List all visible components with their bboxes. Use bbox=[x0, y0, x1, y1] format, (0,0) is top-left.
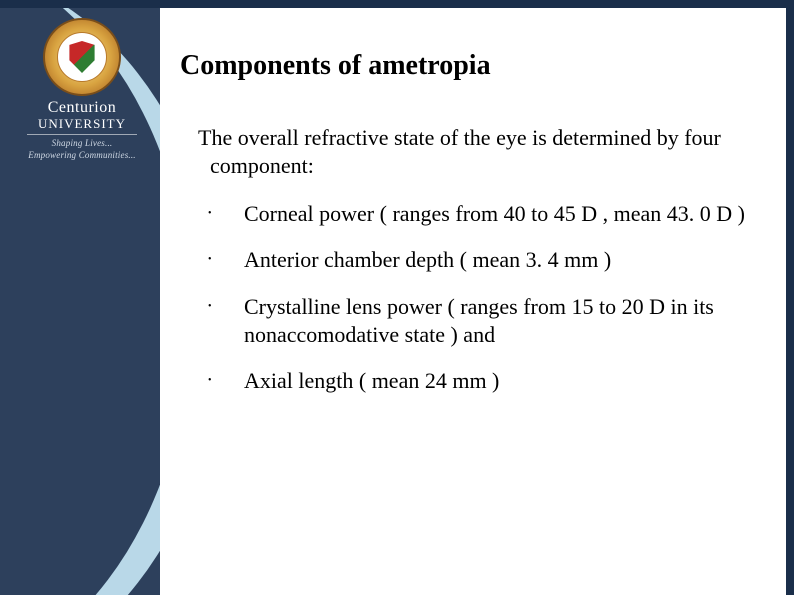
list-item: Axial length ( mean 24 mm ) bbox=[202, 367, 758, 395]
university-name-line2: UNIVERSITY bbox=[12, 117, 152, 131]
tagline-line2: Empowering Communities... bbox=[12, 150, 152, 161]
top-bar bbox=[0, 0, 794, 8]
university-name: Centurion UNIVERSITY bbox=[12, 100, 152, 130]
content-area: Components of ametropia The overall refr… bbox=[180, 50, 758, 413]
list-item: Corneal power ( ranges from 40 to 45 D ,… bbox=[202, 200, 758, 228]
tagline-line1: Shaping Lives... bbox=[12, 138, 152, 149]
slide-title: Components of ametropia bbox=[180, 50, 758, 82]
university-emblem-icon bbox=[43, 18, 121, 96]
logo-divider bbox=[27, 134, 137, 135]
intro-text: The overall refractive state of the eye … bbox=[198, 124, 758, 180]
sidebar: Centurion UNIVERSITY Shaping Lives... Em… bbox=[0, 8, 160, 595]
list-item: Crystalline lens power ( ranges from 15 … bbox=[202, 293, 758, 349]
university-name-line1: Centurion bbox=[12, 100, 152, 117]
slide-container: Centurion UNIVERSITY Shaping Lives... Em… bbox=[0, 0, 794, 595]
right-edge bbox=[786, 0, 794, 595]
list-item: Anterior chamber depth ( mean 3. 4 mm ) bbox=[202, 246, 758, 274]
bullet-list: Corneal power ( ranges from 40 to 45 D ,… bbox=[202, 200, 758, 395]
logo-block: Centurion UNIVERSITY Shaping Lives... Em… bbox=[12, 18, 152, 161]
university-tagline: Shaping Lives... Empowering Communities.… bbox=[12, 138, 152, 161]
